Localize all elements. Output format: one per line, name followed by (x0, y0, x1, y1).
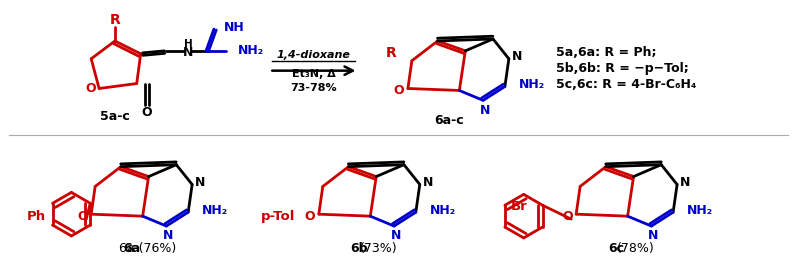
Text: O: O (141, 106, 152, 119)
Text: NH: NH (224, 21, 245, 34)
Text: N: N (480, 104, 490, 117)
Text: 5a-c: 5a-c (100, 110, 130, 123)
Text: (78%): (78%) (617, 242, 654, 255)
Text: 5a,6a: R = Ph;: 5a,6a: R = Ph; (556, 46, 657, 59)
Text: R: R (109, 13, 120, 27)
Text: NH₂: NH₂ (687, 204, 713, 217)
Text: (73%): (73%) (359, 242, 397, 255)
Text: Et₃N, Δ: Et₃N, Δ (292, 69, 336, 79)
Text: NH₂: NH₂ (519, 78, 545, 91)
Text: N: N (422, 176, 433, 189)
Text: N: N (648, 230, 658, 242)
Text: N: N (680, 176, 690, 189)
Text: NH₂: NH₂ (202, 204, 228, 217)
Text: N: N (163, 230, 174, 242)
Text: N: N (195, 176, 206, 189)
Text: R: R (385, 46, 396, 60)
Text: O: O (77, 210, 88, 223)
Text: N: N (512, 50, 522, 63)
Text: H: H (184, 39, 193, 49)
Text: O: O (394, 84, 404, 97)
Text: 6a-c: 6a-c (434, 114, 465, 127)
Text: 5b,6b: R = −p−Tol;: 5b,6b: R = −p−Tol; (556, 62, 689, 75)
Text: 73-78%: 73-78% (291, 83, 337, 93)
Text: NH₂: NH₂ (430, 204, 456, 217)
Text: O: O (85, 82, 96, 95)
Text: O: O (562, 210, 572, 223)
Text: O: O (304, 210, 316, 223)
Text: 6b: 6b (351, 242, 368, 255)
Text: 6a (76%): 6a (76%) (119, 242, 176, 255)
Text: N: N (183, 46, 194, 59)
Text: Br: Br (510, 200, 527, 213)
Text: p-Tol: p-Tol (261, 210, 295, 223)
Text: 1,4-dioxane: 1,4-dioxane (277, 50, 351, 60)
Text: NH₂: NH₂ (238, 44, 264, 57)
Text: Ph: Ph (26, 210, 45, 223)
Text: N: N (391, 230, 401, 242)
Text: 6a: 6a (124, 242, 140, 255)
Text: 5c,6c: R = 4-Br-C₆H₄: 5c,6c: R = 4-Br-C₆H₄ (556, 78, 697, 91)
Text: 6c: 6c (609, 242, 625, 255)
